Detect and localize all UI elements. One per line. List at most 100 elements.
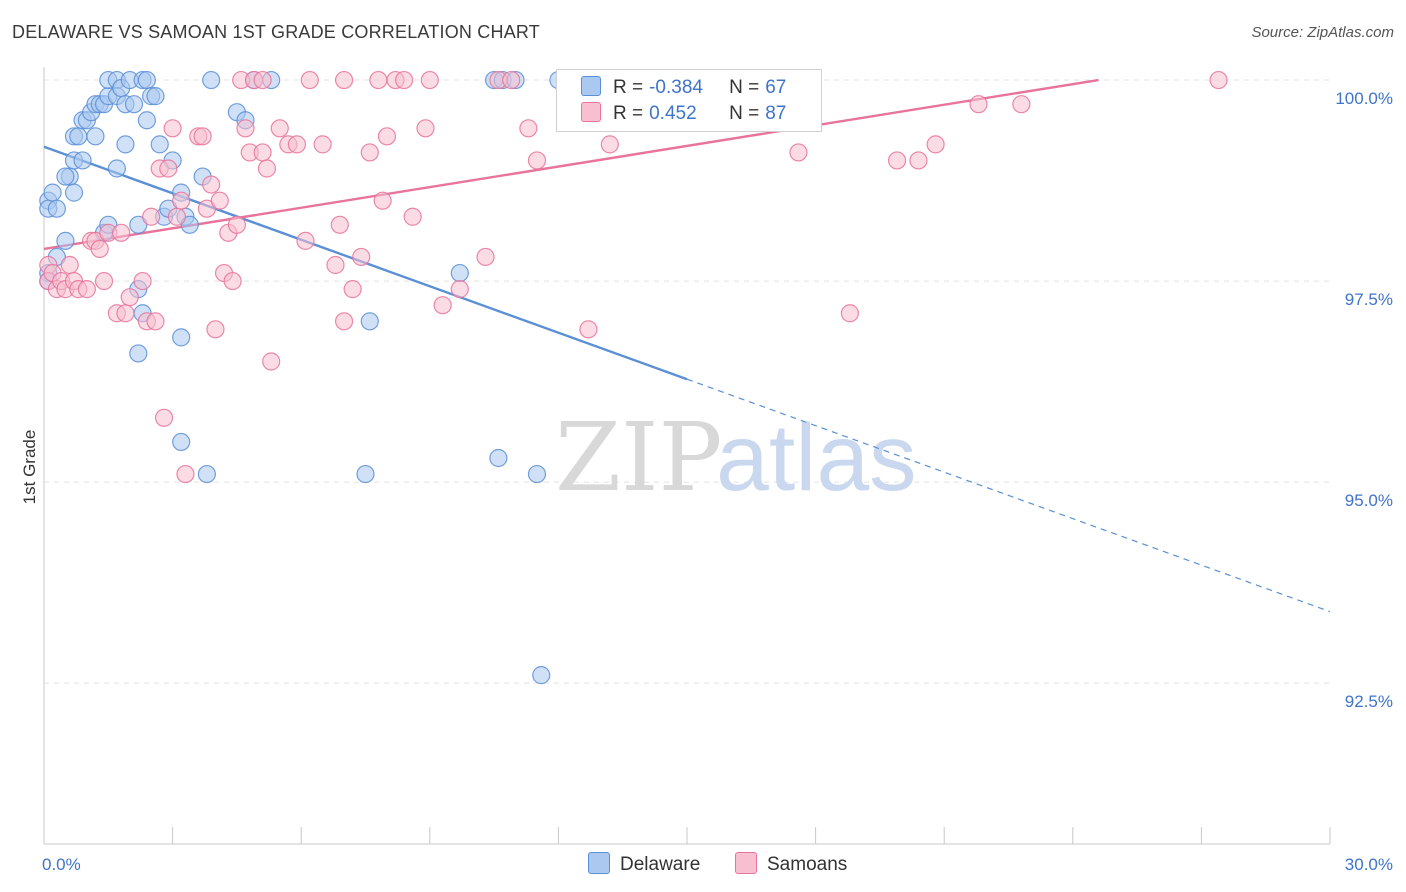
point-samoans (343, 280, 362, 299)
legend-r-value-delaware: -0.384 (649, 77, 703, 98)
point-samoans (450, 280, 469, 299)
point-samoans (300, 70, 319, 90)
y-tick-label: 100.0% (1335, 89, 1393, 108)
legend-n-value-samoans: 87 (765, 103, 787, 124)
point-delaware (86, 127, 105, 146)
legend-r-label: R = (613, 77, 644, 98)
watermark-zip: ZIP (555, 403, 722, 513)
data-points (39, 70, 1228, 685)
point-samoans (326, 255, 345, 275)
point-samoans (154, 408, 174, 427)
point-delaware (64, 183, 84, 202)
bottom-legend-label-samoans: Samoans (767, 854, 848, 875)
point-samoans (334, 70, 354, 90)
point-samoans (840, 304, 859, 323)
point-samoans (270, 119, 289, 138)
point-samoans (887, 151, 907, 170)
watermark: ZIP atlas (555, 403, 917, 513)
point-samoans (159, 159, 178, 178)
tick-labels: 100.0% 97.5% 95.0% 92.5% 0.0% 30.0% (42, 89, 1393, 874)
point-delaware (137, 111, 156, 130)
point-samoans (1209, 70, 1228, 90)
point-delaware (116, 135, 135, 154)
point-delaware (172, 432, 191, 452)
point-samoans (236, 119, 255, 138)
point-samoans (416, 119, 435, 138)
point-delaware (450, 263, 469, 283)
point-samoans (519, 119, 538, 138)
point-samoans (210, 191, 229, 210)
point-samoans (167, 207, 186, 226)
trend-lines (43, 78, 1331, 613)
point-samoans (163, 119, 182, 138)
point-delaware (43, 183, 62, 202)
y-axis-label: 1st Grade (20, 430, 39, 505)
point-samoans (600, 135, 619, 154)
point-samoans (116, 304, 135, 323)
point-delaware (356, 464, 375, 484)
bottom-legend-delaware: Delaware (588, 852, 700, 876)
y-tick-label: 95.0% (1345, 491, 1393, 510)
point-samoans (257, 159, 277, 178)
y-tick-label: 92.5% (1345, 692, 1393, 711)
point-samoans (197, 199, 216, 218)
point-samoans (60, 255, 79, 275)
bottom-legend-swatch-samoans (735, 852, 757, 874)
point-samoans (420, 70, 439, 90)
legend-row-samoans: R = 0.452 N = 87 (581, 102, 786, 126)
point-samoans (90, 239, 109, 259)
y-tick-label: 97.5% (1345, 290, 1393, 309)
legend-n-value-delaware: 67 (765, 77, 787, 98)
point-samoans (969, 95, 988, 114)
point-samoans (133, 271, 152, 291)
point-delaware (73, 151, 92, 170)
point-delaware (150, 135, 169, 154)
point-delaware (129, 344, 148, 363)
point-delaware (197, 464, 216, 484)
point-samoans (253, 70, 272, 90)
point-samoans (789, 143, 808, 162)
legend-n-label: N = (729, 77, 760, 98)
point-samoans (176, 464, 195, 484)
point-samoans (193, 127, 212, 146)
x-tick-label: 0.0% (42, 855, 81, 874)
point-samoans (360, 143, 379, 162)
bottom-legend-label-delaware: Delaware (620, 854, 701, 875)
point-samoans (403, 207, 422, 226)
point-delaware (172, 328, 191, 347)
point-samoans (313, 135, 332, 154)
legend-r-label: R = (613, 103, 644, 124)
legend-r-value-samoans: 0.452 (649, 103, 697, 124)
trend-line-samoans (43, 78, 1099, 251)
point-samoans (369, 70, 388, 90)
point-samoans (352, 247, 371, 267)
point-samoans (202, 175, 221, 194)
legend-row-delaware: R = -0.384 N = 67 (581, 76, 786, 100)
point-samoans (253, 143, 272, 162)
point-delaware (180, 215, 199, 234)
correlation-legend: R = -0.384 N = 67 R = 0.452 N = 87 (556, 69, 822, 132)
point-samoans (330, 215, 349, 234)
point-delaware (107, 159, 126, 178)
point-samoans (926, 135, 945, 154)
legend-n-label: N = (729, 103, 760, 124)
bottom-legend-samoans: Samoans (735, 852, 847, 876)
grid-lines (44, 79, 1330, 684)
point-samoans (296, 231, 315, 250)
point-samoans (579, 320, 598, 339)
point-delaware (129, 215, 148, 234)
point-delaware (124, 95, 144, 114)
trend-line-extension-delaware (686, 378, 1331, 613)
source-label: Source: ZipAtlas.com (1251, 24, 1394, 41)
point-delaware (56, 231, 75, 250)
watermark-atlas: atlas (716, 405, 917, 511)
point-samoans (77, 280, 96, 299)
point-samoans (377, 127, 397, 146)
point-samoans (502, 70, 521, 90)
point-samoans (287, 135, 307, 154)
point-samoans (142, 207, 161, 226)
point-samoans (227, 215, 246, 234)
point-delaware (202, 70, 221, 90)
point-samoans (909, 151, 928, 170)
